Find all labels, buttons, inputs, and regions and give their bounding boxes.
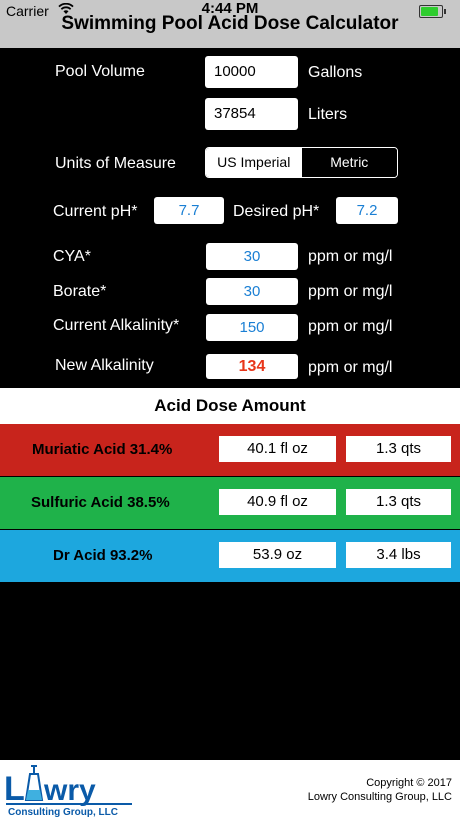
status-time: 4:44 PM xyxy=(201,0,259,17)
muriatic-acid-amount-qts: 1.3 qts xyxy=(346,436,451,462)
wifi-icon xyxy=(58,3,74,14)
new-alkalinity-value: 134 xyxy=(206,354,298,379)
current-alkalinity-input[interactable]: 150 xyxy=(206,314,298,341)
units-option-metric[interactable]: Metric xyxy=(301,148,397,177)
dr-acid-amount-oz: 53.9 oz xyxy=(219,542,336,568)
muriatic-acid-amount-floz: 40.1 fl oz xyxy=(219,436,336,462)
carrier-label: Carrier xyxy=(6,3,49,19)
page-title: Swimming Pool Acid Dose Calculator xyxy=(61,13,399,34)
svg-text:wry: wry xyxy=(43,774,96,807)
muriatic-acid-label: Muriatic Acid 31.4% xyxy=(32,441,173,458)
app-header xyxy=(0,0,460,48)
borate-label: Borate* xyxy=(53,283,107,300)
svg-text:Consulting Group, LLC: Consulting Group, LLC xyxy=(8,807,118,818)
cya-label: CYA* xyxy=(53,248,91,265)
sulfuric-acid-row: Sulfuric Acid 38.5% 40.9 fl oz 1.3 qts xyxy=(0,477,460,529)
dr-acid-label: Dr Acid 93.2% xyxy=(53,547,153,564)
copyright-line-2: Lowry Consulting Group, LLC xyxy=(307,791,452,803)
svg-text:L: L xyxy=(4,770,25,808)
units-segmented-control: US Imperial Metric xyxy=(205,147,398,178)
new-alkalinity-label: New Alkalinity xyxy=(55,357,154,374)
sulfuric-acid-label: Sulfuric Acid 38.5% xyxy=(31,494,170,511)
footer xyxy=(0,760,460,818)
cya-unit: ppm or mg/l xyxy=(308,248,393,265)
battery-icon xyxy=(419,5,446,18)
pool-volume-label: Pool Volume xyxy=(55,63,145,80)
liters-input[interactable]: 37854 xyxy=(205,98,298,130)
sulfuric-acid-amount-qts: 1.3 qts xyxy=(346,489,451,515)
new-alkalinity-unit: ppm or mg/l xyxy=(308,359,393,376)
acid-dose-header: Acid Dose Amount xyxy=(0,388,460,424)
sulfuric-acid-amount-floz: 40.9 fl oz xyxy=(219,489,336,515)
borate-unit: ppm or mg/l xyxy=(308,283,393,300)
copyright-line-1: Copyright © 2017 xyxy=(366,777,452,789)
units-option-us-imperial[interactable]: US Imperial xyxy=(206,148,302,177)
dr-acid-amount-lbs: 3.4 lbs xyxy=(346,542,451,568)
dr-acid-row: Dr Acid 93.2% 53.9 oz 3.4 lbs xyxy=(0,530,460,582)
gallons-unit: Gallons xyxy=(308,64,363,81)
borate-input[interactable]: 30 xyxy=(206,278,298,305)
current-ph-label: Current pH* xyxy=(53,203,138,220)
desired-ph-label: Desired pH* xyxy=(233,203,320,220)
company-logo: L wry Consulting Group, LLC xyxy=(4,765,132,818)
copyright: Copyright © 2017 Lowry Consulting Group,… xyxy=(308,776,452,804)
muriatic-acid-row: Muriatic Acid 31.4% 40.1 fl oz 1.3 qts xyxy=(0,424,460,476)
current-alkalinity-label: Current Alkalinity* xyxy=(53,317,180,334)
current-ph-input[interactable]: 7.7 xyxy=(154,197,224,224)
gallons-input[interactable]: 10000 xyxy=(205,56,298,88)
current-alkalinity-unit: ppm or mg/l xyxy=(308,318,393,335)
desired-ph-input[interactable]: 7.2 xyxy=(336,197,398,224)
liters-unit: Liters xyxy=(308,106,348,123)
units-label: Units of Measure xyxy=(55,155,176,172)
cya-input[interactable]: 30 xyxy=(206,243,298,270)
